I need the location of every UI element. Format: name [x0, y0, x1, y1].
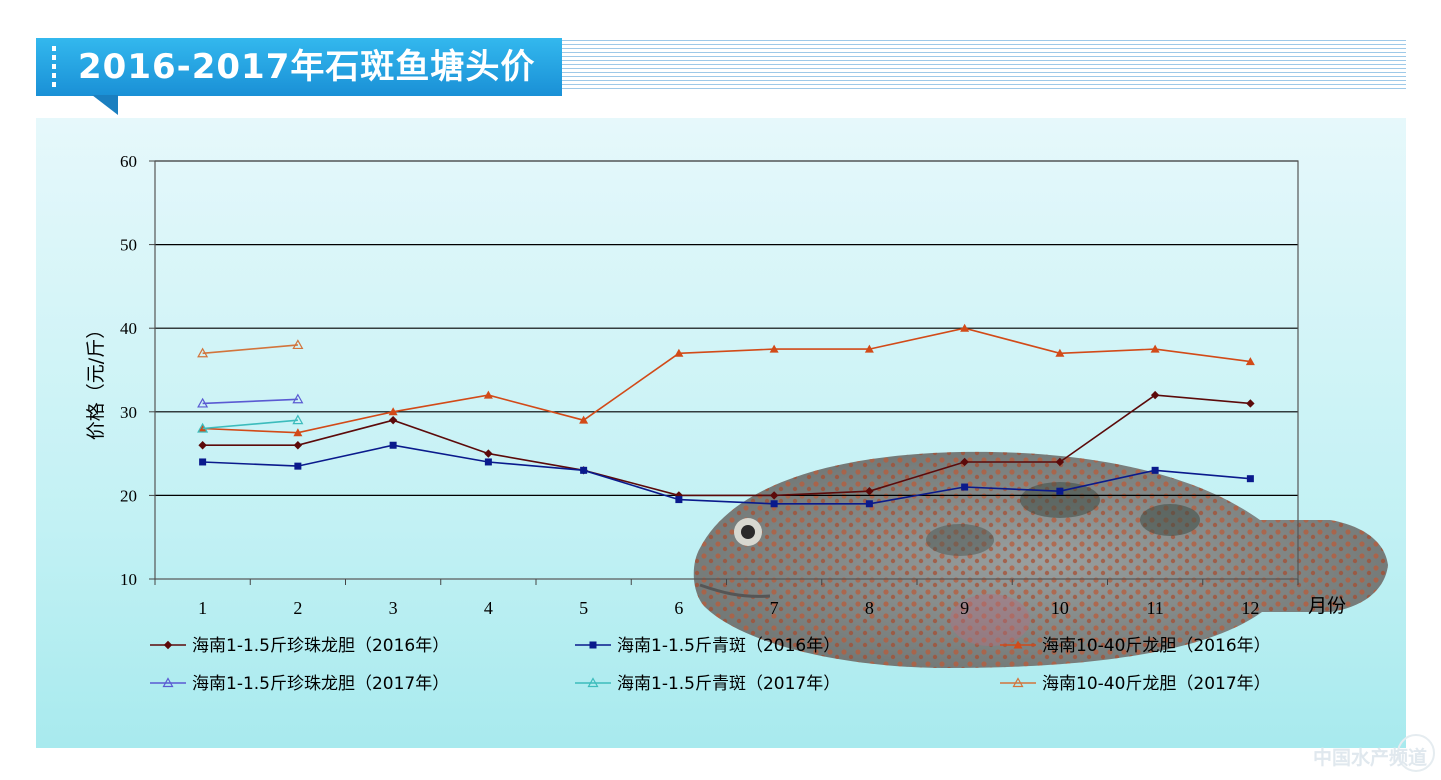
legend-marker	[162, 677, 174, 688]
x-tick-label: 2	[293, 598, 302, 618]
data-point	[197, 422, 209, 433]
series-line	[202, 344, 298, 355]
data-point	[1055, 457, 1065, 467]
data-point	[675, 496, 683, 504]
legend-marker	[587, 677, 599, 688]
legend-label: 海南1-1.5斤珍珠龙胆（2017年）	[192, 674, 449, 694]
series-line	[202, 398, 298, 405]
y-tick-label: 10	[120, 570, 137, 589]
data-point	[484, 458, 492, 466]
data-point	[292, 414, 304, 425]
legend-marker	[589, 641, 597, 649]
y-tick-label: 20	[120, 486, 137, 505]
series-line	[202, 419, 298, 430]
y-axis-label: 价格（元/斤）	[85, 320, 107, 440]
x-tick-label: 8	[865, 598, 874, 618]
watermark-globe-icon	[1397, 734, 1435, 772]
data-point	[960, 323, 970, 332]
banner-dots-icon	[52, 46, 56, 88]
legend-marker	[163, 640, 173, 650]
page-title: 2016-2017年石斑鱼塘头价	[78, 47, 536, 87]
data-point	[294, 462, 302, 470]
data-point	[483, 390, 493, 399]
data-point	[1245, 357, 1255, 366]
data-point	[769, 344, 779, 353]
x-tick-label: 5	[579, 598, 588, 618]
data-point	[579, 415, 589, 424]
header-stripes	[560, 40, 1406, 92]
data-point	[674, 348, 684, 357]
x-tick-label: 3	[389, 598, 398, 618]
data-point	[770, 500, 778, 508]
legend-item: 海南10-40斤龙胆（2017年）	[1000, 674, 1271, 694]
data-point	[293, 441, 303, 450]
data-point	[1151, 466, 1159, 474]
data-point	[197, 397, 209, 408]
legend-label: 海南10-40斤龙胆（2016年）	[1042, 636, 1271, 656]
data-point	[864, 344, 874, 353]
data-point	[580, 466, 588, 474]
legend-item: 海南1-1.5斤青斑（2017年）	[575, 674, 840, 694]
legend-item: 海南1-1.5斤珍珠龙胆（2016年）	[150, 636, 449, 656]
data-point	[198, 441, 207, 450]
data-point	[292, 393, 304, 404]
legend-marker	[1013, 640, 1023, 649]
watermark: 中国水产频道	[1312, 747, 1427, 769]
data-point	[1150, 390, 1160, 400]
y-tick-label: 30	[120, 403, 137, 422]
x-tick-label: 4	[484, 598, 493, 618]
legend-item: 海南1-1.5斤青斑（2016年）	[575, 636, 840, 656]
data-point	[1055, 348, 1065, 357]
series-line	[202, 444, 1251, 505]
y-tick-label: 40	[120, 319, 137, 338]
data-point	[293, 428, 303, 437]
legend-label: 海南1-1.5斤青斑（2017年）	[617, 674, 840, 694]
data-point	[292, 339, 304, 350]
series-4	[197, 393, 304, 408]
y-tick-label: 60	[120, 152, 137, 171]
data-point	[484, 449, 493, 458]
x-tick-label: 10	[1051, 598, 1069, 618]
data-point	[865, 487, 874, 496]
banner-tail	[92, 95, 118, 115]
legend-label: 海南1-1.5斤青斑（2016年）	[617, 636, 840, 656]
data-point	[1150, 344, 1160, 353]
data-point	[769, 491, 779, 500]
series-5	[197, 414, 304, 433]
legend-label: 海南10-40斤龙胆（2017年）	[1042, 674, 1271, 694]
data-point	[865, 500, 873, 508]
y-tick-label: 50	[120, 236, 137, 255]
x-tick-label: 7	[770, 598, 779, 618]
data-point	[388, 415, 398, 425]
series-2	[199, 441, 1254, 508]
data-point	[1246, 475, 1254, 483]
x-tick-label: 11	[1146, 598, 1163, 618]
data-point	[961, 483, 969, 491]
legend-item: 海南1-1.5斤珍珠龙胆（2017年）	[150, 674, 449, 694]
data-point	[197, 347, 209, 358]
legend-item: 海南10-40斤龙胆（2016年）	[1000, 636, 1271, 656]
data-point	[1246, 399, 1255, 408]
x-tick-label: 9	[960, 598, 969, 618]
data-point	[199, 458, 207, 466]
data-point	[388, 407, 398, 416]
title-banner	[36, 38, 562, 96]
series-line	[202, 327, 1251, 434]
x-tick-label: 6	[674, 598, 683, 618]
series-line	[202, 394, 1251, 497]
series-3	[198, 323, 1255, 437]
data-point	[1056, 487, 1064, 495]
legend-label: 海南1-1.5斤珍珠龙胆（2016年）	[192, 636, 449, 656]
x-tick-label: 1	[198, 598, 207, 618]
x-tick-label: 12	[1241, 598, 1259, 618]
data-point	[960, 457, 969, 467]
legend-marker	[1012, 677, 1024, 688]
series-6	[197, 339, 304, 358]
data-point	[389, 441, 397, 449]
x-axis-label: 月份	[1308, 595, 1346, 617]
